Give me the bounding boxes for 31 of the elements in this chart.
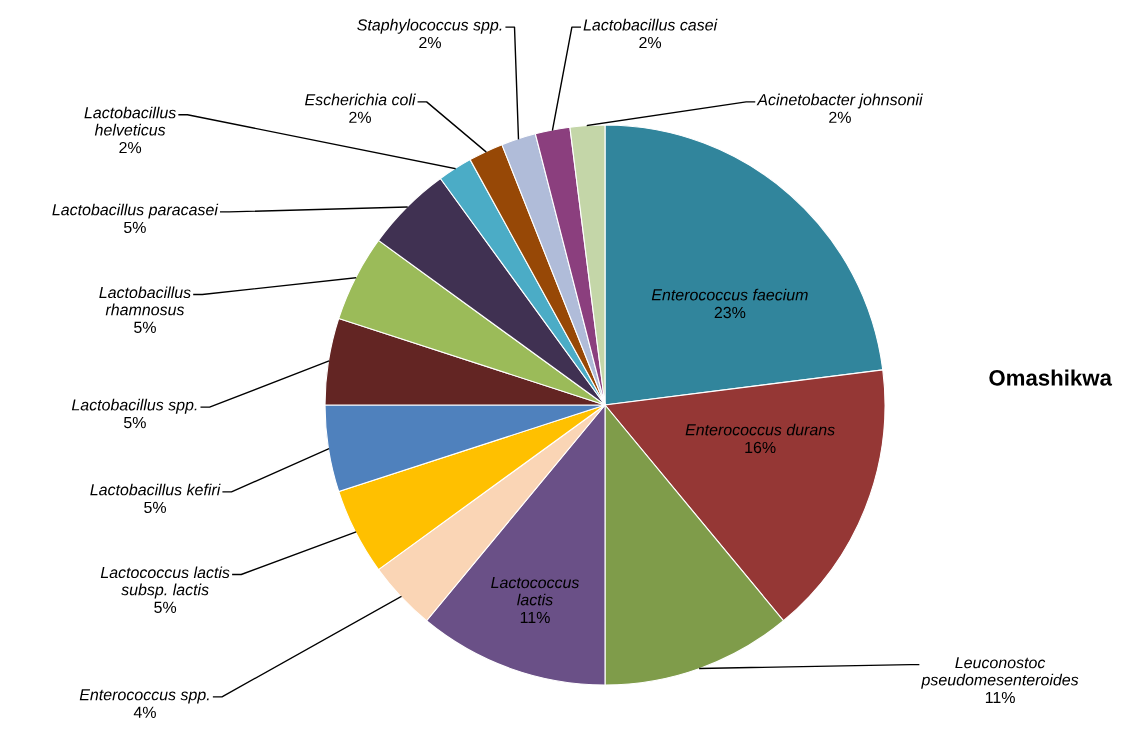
slice-label: Lactococcus lactis subsp. lactis xyxy=(100,566,230,599)
slice-label: Enterococcus durans xyxy=(685,423,835,436)
data-label: 23% xyxy=(714,306,746,319)
data-label: 2% xyxy=(119,141,142,154)
slice-label: Lactococcus lactis xyxy=(491,577,580,606)
slice-label: Lactobacillus rhamnosus xyxy=(99,286,191,316)
slice-label: Lactobacillus helveticus xyxy=(84,106,176,136)
data-label: 5% xyxy=(144,501,167,514)
slice-label: Lactobacillus casei xyxy=(583,18,718,31)
data-label: 2% xyxy=(639,36,662,49)
data-label: 5% xyxy=(134,321,156,334)
slice-label: Acinetobacter johnsonii xyxy=(756,93,923,109)
text: Omashikwa xyxy=(989,369,1113,386)
slice-label: Leuconostoc pseudomesenteroides xyxy=(921,657,1079,689)
data-label: 11% xyxy=(520,611,550,624)
data-label: 11% xyxy=(985,691,1015,704)
data-label: 5% xyxy=(123,416,146,429)
data-label: 4% xyxy=(133,706,156,718)
data-label: 2% xyxy=(829,111,851,123)
slice-label: Lactobacillus paracasei xyxy=(52,203,219,219)
slice-label: Staphylococcus spp. xyxy=(357,18,502,34)
slice-label: Escherichia coli xyxy=(305,93,416,106)
slice-label: Lactobacillus spp. xyxy=(71,398,197,414)
data-label: 16% xyxy=(745,441,776,454)
slice-label: Enterococcus faecium xyxy=(651,288,808,301)
slice-label: Lactobacillus kefiri xyxy=(90,483,221,496)
data-label: 2% xyxy=(419,36,441,49)
data-label: 2% xyxy=(349,111,371,123)
slice-label: Enterococcus spp. xyxy=(79,689,209,704)
data-label: 5% xyxy=(154,601,177,614)
data-label: 5% xyxy=(123,221,146,234)
